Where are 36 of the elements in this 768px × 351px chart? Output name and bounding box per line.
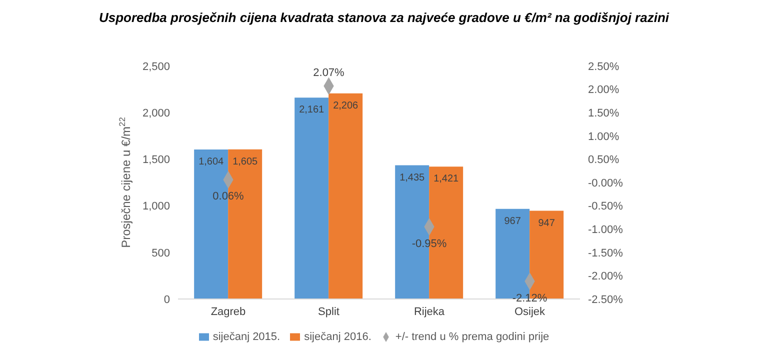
x-tick-label: Rijeka	[414, 306, 446, 318]
data-label: 967	[504, 216, 522, 227]
data-label: 1,421	[434, 174, 460, 185]
y-tick-label: 500	[152, 247, 170, 260]
data-label: 2,206	[333, 100, 359, 112]
y-tick-label: 1,000	[142, 200, 170, 213]
data-label: 947	[538, 218, 556, 229]
y2-tick-label: -2.50%	[588, 294, 624, 306]
chart-title: Usporedba prosječnih cijena kvadrata stanova za najveće gradove u €/m² na godišnjoj razini	[98, 9, 670, 27]
data-label: 2.07%	[313, 67, 345, 80]
y2-tick-label: -1.50%	[588, 247, 624, 260]
y2-tick-label: -1.00%	[588, 224, 624, 236]
data-label: 1,435	[400, 172, 426, 184]
y-tick-label: 2,000	[142, 108, 170, 120]
y2-tick-label: -0.00%	[588, 177, 624, 190]
data-label: 1,605	[232, 156, 258, 168]
data-label: 1,604	[198, 156, 224, 168]
bar	[294, 98, 329, 299]
y2-tick-label: 0.50%	[588, 154, 620, 166]
bar	[328, 93, 363, 299]
legend-label: +/- trend u % prema godini prije	[395, 331, 550, 343]
y-tick-label: 1,500	[142, 154, 170, 166]
legend-label: siječanj 2015.	[212, 331, 280, 343]
y2-tick-label: 2.00%	[588, 84, 620, 96]
y2-tick-label: -2.00%	[588, 270, 624, 283]
y-tick-label: 0	[164, 294, 170, 306]
data-label: 2,161	[299, 104, 325, 116]
x-tick-label: Split	[318, 306, 340, 318]
x-tick-label: Zagreb	[210, 306, 246, 318]
x-tick-label: Osijek	[514, 306, 546, 318]
y-tick-label: 2,500	[142, 60, 170, 73]
y2-tick-label: 1.50%	[588, 108, 620, 120]
legend-label: siječanj 2016.	[304, 331, 372, 343]
y2-tick-label: 1.00%	[588, 130, 620, 143]
y2-tick-label: 2.50%	[588, 60, 620, 73]
y2-tick-label: -0.50%	[588, 200, 624, 213]
